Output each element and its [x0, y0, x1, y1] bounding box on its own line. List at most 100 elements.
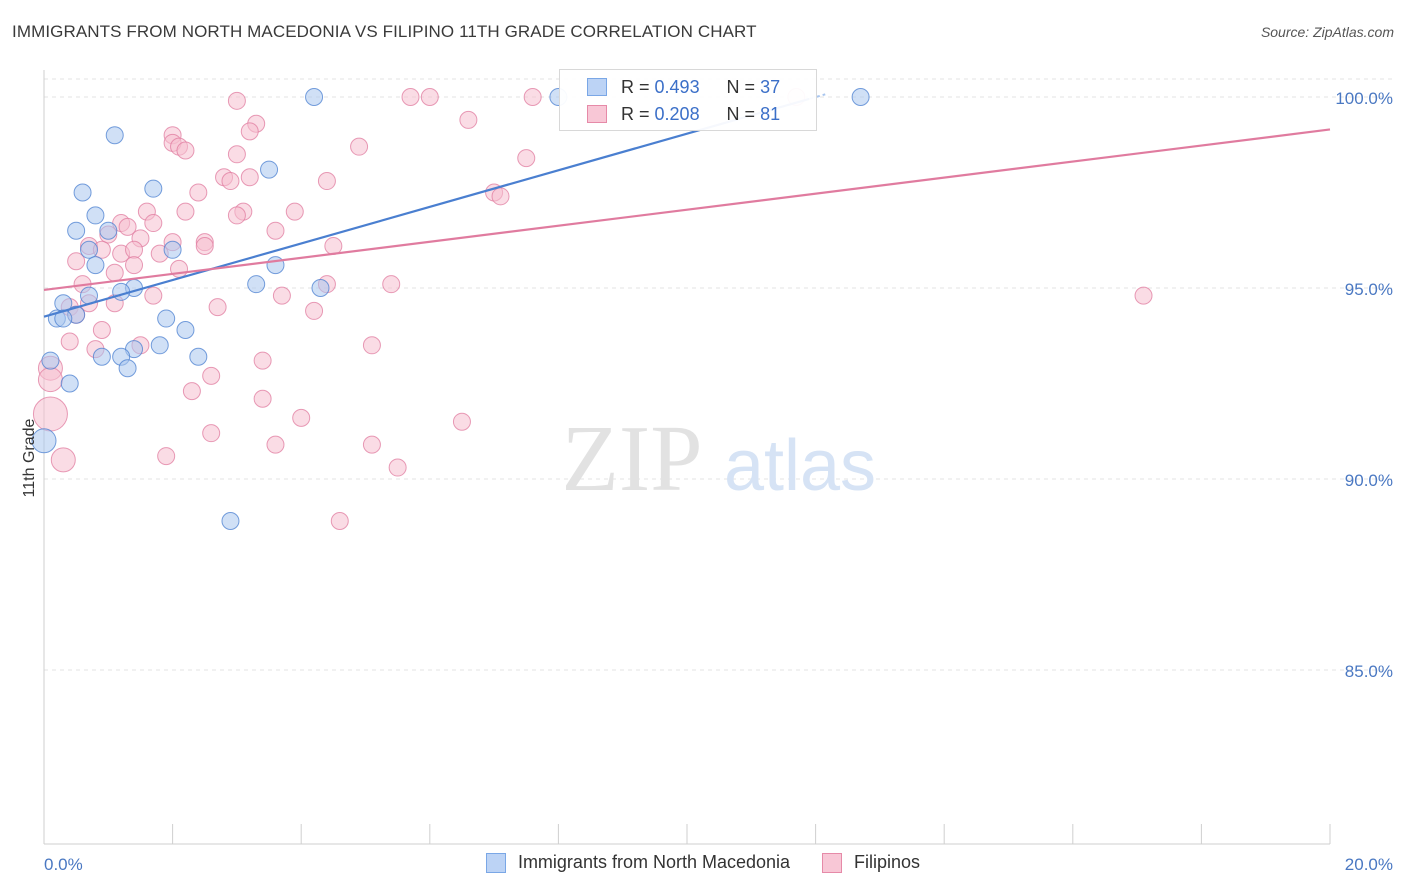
point-macedonia: [221, 512, 240, 531]
point-filipinos: [240, 168, 259, 187]
point-filipinos: [517, 149, 536, 168]
point-macedonia: [112, 282, 131, 301]
x-tick-label: 20.0%: [1345, 855, 1393, 874]
point-macedonia: [305, 88, 324, 106]
point-filipinos: [292, 408, 311, 427]
point-filipinos: [362, 435, 381, 454]
point-macedonia: [92, 347, 111, 366]
trend-line-macedonia: [43, 97, 810, 318]
y-tick-label: 95.0%: [1345, 280, 1393, 299]
point-macedonia: [41, 351, 60, 370]
point-macedonia: [851, 88, 870, 106]
point-filipinos: [227, 145, 246, 164]
y-axis-label: 11th Grade: [21, 418, 38, 497]
point-macedonia: [73, 183, 92, 202]
gridlines: [44, 78, 1392, 671]
point-macedonia: [86, 256, 105, 275]
point-filipinos: [189, 183, 208, 202]
point-filipinos: [350, 137, 369, 156]
point-macedonia: [176, 321, 195, 340]
axes: [43, 70, 1331, 845]
series-legend: Immigrants from North Macedonia Filipino…: [0, 852, 1406, 873]
watermark-zip: ZIP: [562, 407, 703, 511]
point-filipinos: [176, 141, 195, 160]
point-filipinos: [202, 424, 221, 443]
legend-n-value: 81: [760, 103, 781, 124]
legend-r-label: R =: [621, 76, 650, 97]
point-filipinos: [1134, 286, 1153, 305]
point-macedonia: [163, 240, 182, 259]
point-filipinos: [459, 110, 478, 129]
point-macedonia: [67, 221, 86, 240]
series-swatch-macedonia: [485, 852, 506, 873]
point-filipinos: [221, 172, 240, 191]
data-points: [31, 88, 1153, 531]
correlation-legend: R = 0.493 N = 37 R = 0.208 N = 81: [559, 69, 817, 131]
point-filipinos: [452, 412, 471, 431]
point-filipinos: [227, 206, 246, 225]
point-filipinos: [208, 298, 227, 317]
point-filipinos: [202, 366, 221, 385]
point-macedonia: [260, 160, 279, 179]
axis-labels: 85.0% 90.0% 95.0% 100.0% 0.0% 20.0% 11th Grade: [21, 89, 1393, 874]
point-macedonia: [118, 359, 137, 378]
point-filipinos: [157, 447, 176, 466]
point-macedonia: [80, 240, 99, 259]
trend-line-filipinos: [43, 128, 1331, 292]
series-legend-item-filipinos[interactable]: Filipinos: [822, 852, 920, 873]
legend-swatch-filipinos: [587, 105, 607, 123]
x-tick-label: 0.0%: [44, 855, 83, 874]
point-filipinos: [176, 202, 195, 221]
point-filipinos: [125, 256, 144, 275]
point-filipinos: [420, 88, 439, 106]
point-filipinos: [240, 122, 259, 141]
legend-n-label: N =: [726, 103, 756, 124]
point-filipinos: [67, 252, 86, 271]
point-macedonia: [86, 206, 105, 225]
point-filipinos: [37, 367, 63, 393]
legend-r-label: R =: [621, 103, 650, 124]
point-filipinos: [60, 332, 79, 351]
point-macedonia: [311, 279, 330, 297]
legend-swatch-macedonia: [587, 78, 607, 96]
point-filipinos: [50, 447, 76, 473]
point-macedonia: [189, 347, 208, 366]
point-filipinos: [382, 275, 401, 294]
point-filipinos: [92, 321, 111, 340]
point-macedonia: [99, 221, 118, 240]
legend-r-value: 0.493: [654, 76, 700, 97]
point-filipinos: [266, 221, 285, 240]
point-macedonia: [150, 336, 169, 355]
point-filipinos: [266, 435, 285, 454]
point-filipinos: [253, 351, 272, 370]
point-filipinos: [253, 389, 272, 408]
point-filipinos: [272, 286, 291, 305]
y-tick-label: 90.0%: [1345, 471, 1393, 490]
point-filipinos: [330, 512, 349, 531]
point-filipinos: [324, 236, 343, 255]
point-filipinos: [227, 91, 246, 110]
point-filipinos: [491, 187, 510, 206]
point-filipinos: [317, 172, 336, 191]
watermark: ZIP atlas: [562, 407, 877, 511]
chart-source: Source: ZipAtlas.com: [1260, 24, 1394, 40]
series-label-filipinos: Filipinos: [854, 852, 921, 872]
series-legend-item-macedonia[interactable]: Immigrants from North Macedonia: [485, 852, 791, 873]
point-filipinos: [105, 263, 124, 282]
chart-title: IMMIGRANTS FROM NORTH MACEDONIA VS FILIP…: [12, 22, 757, 41]
point-filipinos: [285, 202, 304, 221]
point-filipinos: [118, 217, 137, 236]
point-filipinos: [362, 336, 381, 355]
series-label-macedonia: Immigrants from North Macedonia: [517, 852, 791, 872]
point-macedonia: [144, 179, 163, 198]
watermark-atlas: atlas: [724, 426, 876, 506]
point-macedonia: [266, 256, 285, 275]
point-filipinos: [32, 396, 68, 432]
point-macedonia: [60, 374, 79, 393]
legend-row-filipinos: R = 0.208 N = 81: [560, 101, 780, 127]
point-filipinos: [523, 88, 542, 106]
point-macedonia: [31, 428, 57, 454]
legend-row-macedonia: R = 0.493 N = 37: [560, 74, 780, 100]
legend-r-value: 0.208: [654, 103, 700, 124]
point-filipinos: [388, 458, 407, 477]
